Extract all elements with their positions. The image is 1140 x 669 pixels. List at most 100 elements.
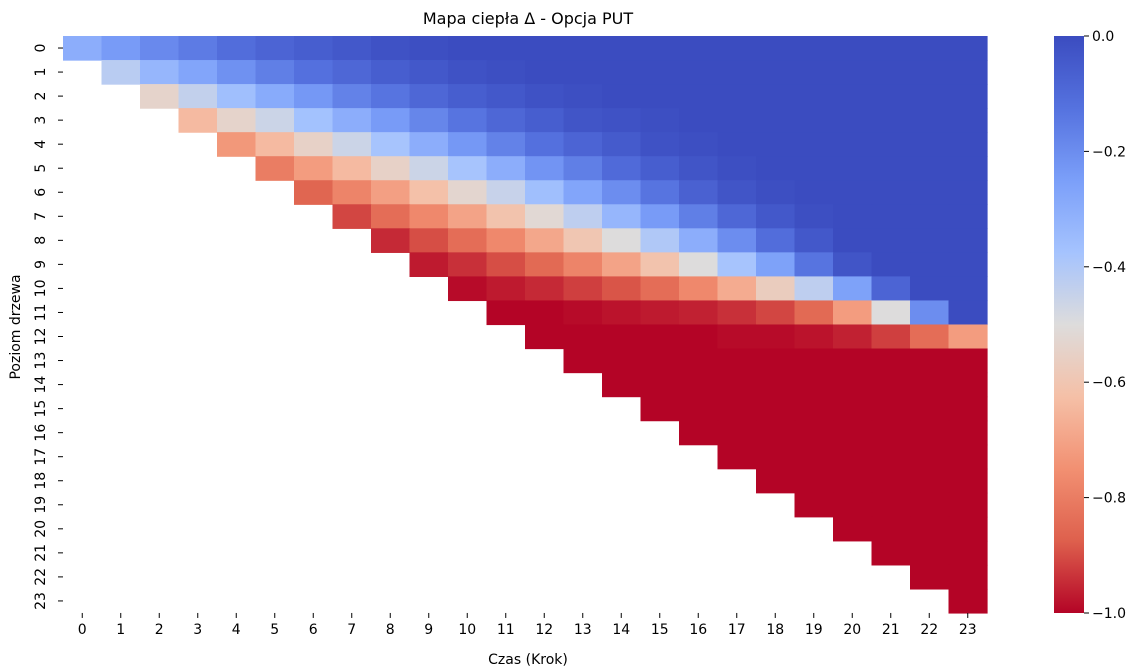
heatmap-cell	[563, 36, 603, 61]
heatmap-cell	[371, 204, 411, 229]
heatmap-cell	[679, 132, 719, 157]
heatmap-cell	[563, 156, 603, 181]
x-tick-label: 23	[959, 622, 977, 638]
heatmap-cell	[679, 348, 719, 374]
heatmap-cell	[486, 180, 526, 205]
heatmap-cell	[371, 84, 411, 109]
heatmap-cell	[717, 420, 757, 446]
heatmap-cell	[833, 492, 873, 518]
heatmap-cell	[794, 276, 834, 302]
heatmap-cell	[871, 132, 911, 157]
heatmap-cell	[640, 156, 680, 181]
heatmap-cell	[448, 180, 488, 205]
heatmap-cell	[833, 348, 873, 374]
heatmap-cell	[640, 396, 680, 422]
heatmap-cell	[486, 204, 526, 229]
heatmap-cell	[910, 84, 950, 109]
y-tick-label: 22	[33, 568, 49, 586]
heatmap-cell	[486, 276, 526, 302]
heatmap-cell	[525, 276, 565, 302]
heatmap-cell	[717, 204, 757, 229]
heatmap-cell	[640, 84, 680, 109]
heatmap-cell	[794, 468, 834, 494]
heatmap-cell	[871, 228, 911, 253]
x-tick-label: 0	[78, 622, 87, 638]
heatmap-cell	[217, 84, 257, 109]
heatmap-cell	[525, 228, 565, 253]
heatmap-cell	[486, 60, 526, 85]
heatmap-cell	[679, 84, 719, 109]
heatmap-cell	[948, 348, 988, 374]
y-tick-label: 11	[33, 304, 49, 322]
heatmap-cell	[833, 108, 873, 133]
heatmap-cell	[486, 84, 526, 109]
heatmap-cell	[756, 156, 796, 181]
heatmap-cell	[371, 228, 411, 253]
x-tick-label: 12	[535, 622, 553, 638]
heatmap-cell	[948, 396, 988, 422]
heatmap-cell	[409, 60, 449, 85]
x-tick-label: 5	[270, 622, 279, 638]
heatmap-cell	[871, 396, 911, 422]
x-tick-label: 11	[497, 622, 515, 638]
heatmap-cell	[833, 516, 873, 542]
x-tick-label: 15	[651, 622, 669, 638]
y-tick-label: 6	[33, 188, 49, 197]
heatmap-cell	[871, 492, 911, 518]
x-tick-label: 18	[766, 622, 784, 638]
heatmap-cell	[332, 84, 372, 109]
heatmap-cell	[833, 300, 873, 326]
y-tick-label: 21	[33, 544, 49, 562]
heatmap-cell	[871, 300, 911, 326]
heatmap-cell	[602, 180, 642, 205]
heatmap-cell	[486, 156, 526, 181]
heatmap-cell	[679, 276, 719, 302]
heatmap-cell	[717, 228, 757, 253]
heatmap-cell	[525, 204, 565, 229]
heatmap-cell	[948, 228, 988, 253]
heatmap-cell	[409, 108, 449, 133]
heatmap-cell	[910, 132, 950, 157]
heatmap-cell	[563, 348, 603, 374]
heatmap-cell	[448, 132, 488, 157]
heatmap-cell	[794, 36, 834, 61]
heatmap-cell	[794, 60, 834, 85]
heatmap-cell	[794, 228, 834, 253]
heatmap-cell	[717, 252, 757, 277]
x-tick-label: 19	[805, 622, 823, 638]
heatmap-cell	[602, 132, 642, 157]
heatmap-cell	[679, 156, 719, 181]
heatmap-cell	[794, 492, 834, 518]
heatmap-cell	[717, 396, 757, 422]
heatmap-cell	[948, 60, 988, 85]
y-tick-label: 5	[33, 164, 49, 173]
heatmap-cell	[448, 60, 488, 85]
heatmap-cell	[756, 300, 796, 326]
heatmap-cell	[371, 180, 411, 205]
heatmap-cell	[525, 324, 565, 350]
heatmap-cell	[948, 276, 988, 302]
heatmap-cell	[563, 132, 603, 157]
heatmap-cell	[255, 132, 295, 157]
y-tick-label: 23	[33, 592, 49, 610]
heatmap-cell	[756, 228, 796, 253]
heatmap-cell	[910, 60, 950, 85]
heatmap-cell	[679, 108, 719, 133]
y-tick-label: 10	[33, 280, 49, 298]
heatmap-cell	[217, 132, 257, 157]
heatmap-cell	[294, 36, 334, 61]
heatmap-cell	[871, 84, 911, 109]
heatmap-cell	[563, 252, 603, 277]
heatmap-cell	[833, 420, 873, 446]
heatmap-cell	[448, 252, 488, 277]
heatmap-cell	[101, 60, 141, 85]
x-tick-label: 2	[155, 622, 164, 638]
heatmap-cell	[525, 108, 565, 133]
y-tick-label: 19	[33, 496, 49, 514]
heatmap-cell	[871, 156, 911, 181]
heatmap-cell	[679, 180, 719, 205]
heatmap-cell	[448, 156, 488, 181]
heatmap-cell	[640, 252, 680, 277]
heatmap-cell	[794, 84, 834, 109]
heatmap-cell	[871, 276, 911, 302]
